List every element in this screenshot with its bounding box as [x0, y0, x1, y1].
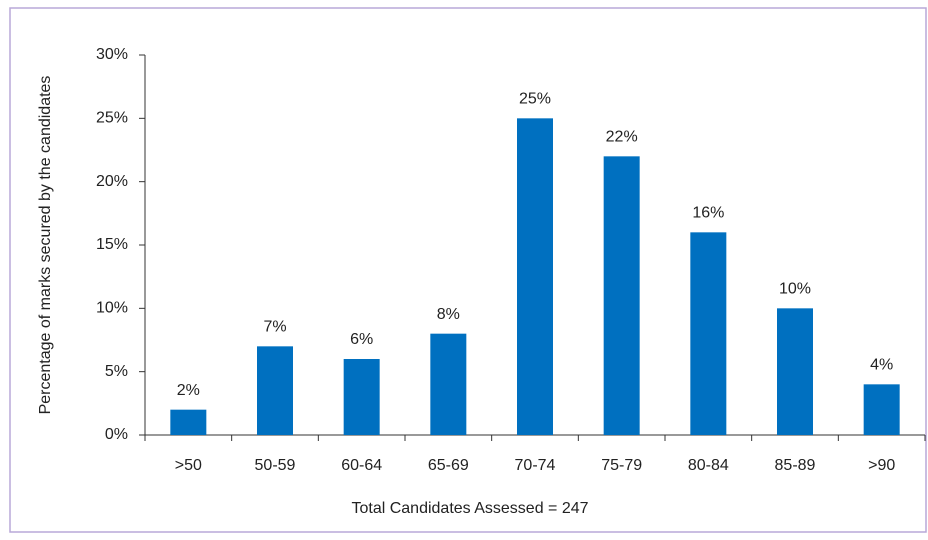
value-label: 2%: [177, 382, 200, 399]
bar: [777, 308, 813, 435]
value-label: 16%: [692, 205, 724, 222]
bar: [257, 346, 293, 435]
x-tick-label: 70-74: [515, 457, 556, 474]
y-axis-label: Percentage of marks secured by the candi…: [37, 76, 54, 415]
y-tick-label: 30%: [96, 46, 128, 63]
y-tick-label: 10%: [96, 300, 128, 317]
x-tick-label: 60-64: [341, 457, 382, 474]
y-tick-label: 0%: [105, 426, 128, 443]
x-tick-label: 75-79: [601, 457, 642, 474]
x-tick-label: 80-84: [688, 457, 729, 474]
y-tick-label: 20%: [96, 173, 128, 190]
x-axis-label: Total Candidates Assessed = 247: [351, 500, 588, 517]
x-tick-label: 65-69: [428, 457, 469, 474]
frame: [9, 7, 927, 533]
value-label: 25%: [519, 91, 551, 108]
bar: [603, 156, 640, 436]
y-tick-label: 5%: [105, 363, 128, 380]
value-label: 8%: [437, 306, 460, 323]
y-tick-label: 25%: [96, 110, 128, 127]
bar: [863, 384, 900, 435]
x-tick-label: 85-89: [775, 457, 816, 474]
value-label: 6%: [350, 331, 373, 348]
bar: [343, 359, 380, 435]
bar: [170, 409, 207, 435]
x-tick-label: 50-59: [255, 457, 296, 474]
value-label: 22%: [606, 129, 638, 146]
value-label: 7%: [263, 319, 286, 336]
bar: [430, 333, 467, 435]
x-tick-label: >90: [868, 457, 895, 474]
bar: [517, 118, 553, 435]
x-tick-label: >50: [175, 457, 202, 474]
y-tick-label: 15%: [96, 236, 128, 253]
value-label: 10%: [779, 281, 811, 298]
value-label: 4%: [870, 357, 893, 374]
bar: [690, 232, 727, 435]
